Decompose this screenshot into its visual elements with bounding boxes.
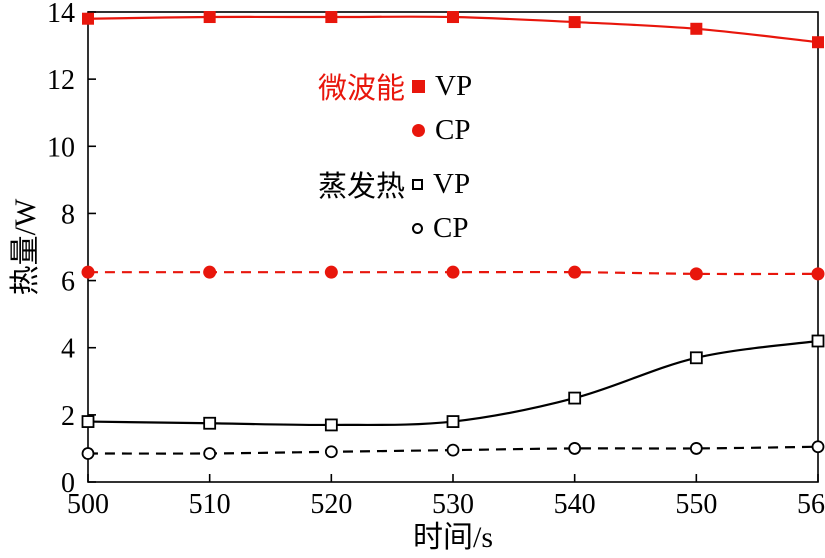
marker-microwave-cp [568,265,582,279]
marker-evaporation-cp [324,445,338,459]
marker-evaporation-cp [568,442,582,455]
filled-circle-marker-icon [412,123,425,137]
x-tick-label: 560 [797,489,825,520]
y-tick-label: 4 [61,334,75,365]
legend-row-evaporation-cp: CP [318,206,472,250]
marker-evaporation-cp [81,447,95,460]
legend-entry-label-cp: CP [435,113,471,146]
legend-entry-label-cp: CP [433,211,469,244]
legend-row-evaporation-vp: 蒸发热 VP [318,162,472,206]
legend-entry-label-vp: VP [433,167,471,200]
marker-microwave-cp [203,265,217,279]
x-tick-label: 510 [189,489,231,520]
marker-evaporation-cp [203,447,217,460]
marker-evaporation-vp [811,334,825,348]
marker-microwave-vp [447,11,459,24]
y-tick-label: 8 [61,199,75,230]
marker-evaporation-vp [324,418,338,432]
marker-microwave-vp [325,11,338,24]
legend: 微波能 VP CP 蒸发热 VP CP [318,64,472,250]
marker-evaporation-cp [689,442,703,455]
y-tick-label: 14 [47,0,75,29]
x-tick-label: 540 [554,489,596,520]
marker-microwave-cp [81,265,95,279]
marker-microwave-vp [568,16,581,29]
marker-microwave-cp [324,265,338,279]
x-tick-label: 550 [675,489,717,520]
marker-microwave-vp [812,36,824,49]
marker-microwave-cp [689,267,703,281]
marker-evaporation-vp [446,415,460,428]
marker-evaporation-vp [568,391,582,405]
marker-evaporation-cp [811,440,825,454]
x-tick-label: 500 [67,489,109,520]
marker-microwave-vp [203,11,216,24]
open-square-marker-icon [412,178,423,190]
y-tick-label: 0 [61,468,75,499]
legend-entry-label-vp: VP [435,69,473,102]
x-axis-title: 时间/s [412,521,493,554]
marker-evaporation-cp [446,443,460,457]
legend-group-label-evaporation: 蒸发热 [318,171,406,203]
marker-microwave-cp [811,267,825,281]
y-tick-label: 12 [47,65,75,96]
filled-square-marker-icon [412,79,425,93]
legend-group-label-microwave: 微波能 [318,73,406,105]
open-circle-marker-icon [412,222,423,234]
y-tick-label: 2 [61,401,75,432]
x-tick-label: 530 [432,489,474,520]
marker-evaporation-vp [203,416,217,430]
marker-microwave-cp [446,265,460,279]
marker-evaporation-vp [689,351,703,365]
y-tick-label: 10 [47,132,75,163]
legend-row-microwave-vp: 微波能 VP [318,64,472,108]
legend-row-microwave-cp: CP [318,108,472,152]
series-line-evaporation-vp [87,339,819,427]
marker-microwave-vp [690,22,703,35]
marker-evaporation-vp [81,415,95,428]
marker-microwave-vp [82,12,94,25]
y-tick-label: 6 [61,267,75,298]
x-tick-label: 520 [310,489,352,520]
y-axis-title: 热量/W [9,198,42,296]
